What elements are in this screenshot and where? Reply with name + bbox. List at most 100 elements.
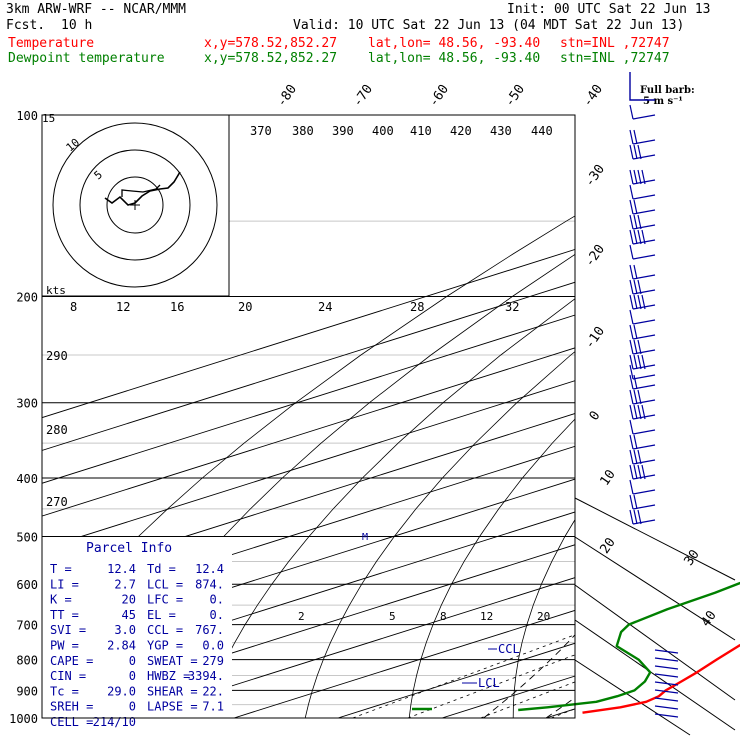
parcel-value: 767.: [195, 623, 224, 637]
dry-adiabat: [42, 215, 575, 645]
wind-barb-flag: [633, 434, 638, 450]
theta-label-left: 290: [46, 349, 68, 363]
wind-barb-flag: [629, 479, 634, 495]
isotherm-line: [129, 577, 575, 718]
wind-barb-flag: [641, 354, 646, 370]
hodograph-trace: [104, 171, 181, 206]
wind-barb-flag: [633, 229, 638, 245]
parcel-value: 3.0: [114, 623, 136, 637]
pressure-label-900: 900: [16, 684, 38, 698]
parcel-key: EL =: [147, 608, 176, 622]
mixing-ratio-label-mid: 20: [238, 300, 252, 314]
pressure-label-500: 500: [16, 530, 38, 544]
lower-right-grid-extension: [574, 497, 736, 736]
hodograph-ring-inner: [106, 176, 164, 234]
theta-label-top: 440: [531, 124, 553, 138]
parcel-key: T =: [50, 562, 72, 576]
isotherm-label: 40: [698, 608, 719, 629]
wind-barb-flag: [637, 144, 642, 160]
mixing-ratio-labels-low: 2 5 8 12 20: [298, 610, 550, 623]
parcel-value: 0: [129, 654, 136, 668]
parcel-key: Tc =: [50, 684, 79, 698]
wind-barb-flag: [633, 404, 638, 420]
isotherm-label: -70: [350, 82, 376, 110]
mixing-ratio-label-low: 5: [389, 610, 396, 623]
parcel-value: 2.84: [107, 639, 136, 653]
wind-barb-flag: [633, 389, 638, 405]
parcel-value: 45: [122, 608, 136, 622]
wind-barb-flag: [629, 144, 634, 160]
wind-barb-flag: [629, 294, 634, 310]
parcel-info-background: [42, 537, 232, 718]
wind-barb-flag: [637, 509, 642, 525]
wind-barb-flag: [629, 279, 634, 295]
parcel-value: 2.7: [114, 577, 136, 591]
hodograph-units: kts: [46, 284, 66, 297]
mixing-ratio-grid: [352, 322, 740, 719]
dry-adiabat: [714, 115, 740, 718]
wind-barb-shaft-low: [654, 673, 679, 678]
mixing-ratio-label-mid: 12: [116, 300, 130, 314]
wind-barb-flag: [629, 169, 634, 185]
parcel-value: 279: [202, 654, 224, 668]
ccl-annotation: CCL: [498, 642, 520, 656]
wind-barb-flag: [633, 509, 638, 525]
isotherm-label: -80: [274, 82, 300, 110]
wind-barb-flag: [637, 294, 642, 310]
wind-barb-flag: [629, 449, 634, 465]
parcel-key: LI =: [50, 577, 79, 591]
mixing-ratio-line: [662, 322, 740, 719]
dry-adiabat: [408, 418, 575, 718]
wind-barb-flag: [629, 229, 634, 245]
mixing-ratio-label-low: 2: [298, 610, 305, 623]
parcel-info-title: Parcel Info: [86, 541, 172, 556]
wind-barb-flag: [641, 404, 646, 420]
wind-barb-flag: [629, 339, 634, 355]
parcel-key: SHEAR =: [147, 684, 198, 698]
parcel-key: SWEAT =: [147, 654, 198, 668]
dewpoint-legend-label: Dewpoint temperature: [8, 51, 165, 66]
wind-barb-flag: [629, 434, 634, 450]
pressure-label-400: 400: [16, 472, 38, 486]
temperature-profile-line: [582, 643, 740, 714]
parcel-key: LFC =: [147, 593, 183, 607]
dewpoint-xy: x,y=578.52,852.27: [204, 51, 338, 66]
theta-label-top: 390: [332, 124, 354, 138]
isotherm-label: 0: [587, 408, 604, 423]
parcel-key: PW =: [50, 639, 79, 653]
wind-barb-shaft-low: [654, 705, 679, 710]
init-time: Init: 00 UTC Sat 22 Jun 13: [507, 2, 711, 17]
pressure-labels: 100 200 300 400 500 600 700 800 900 1000: [9, 109, 38, 726]
moist-adiabat: [608, 297, 740, 719]
parcel-key: LAPSE =: [147, 700, 198, 714]
theta-labels-left: 290 280 270: [46, 349, 68, 509]
wind-barb-flag: [629, 494, 634, 510]
mixing-ratio-line: [480, 681, 575, 718]
wind-barb-flag: [633, 354, 638, 370]
forecast-label: Fcst.: [6, 18, 46, 33]
wind-barb-shaft: [632, 429, 656, 435]
full-barb-label: Full barb:: [640, 85, 695, 96]
wind-barb-flag: [633, 199, 638, 215]
wind-barb-flag: [629, 309, 634, 325]
parcel-value: 22.: [202, 684, 224, 698]
parcel-key: SREH =: [50, 700, 93, 714]
valid-time: Valid: 10 UTC Sat 22 Jun 13 (04 MDT Sat …: [293, 18, 685, 33]
wind-barb-flag: [633, 264, 638, 280]
isotherm-line: [42, 380, 575, 550]
pressure-label-300: 300: [16, 397, 38, 411]
moist-adiabat-grid: [483, 297, 740, 719]
mixing-ratio-line: [551, 708, 575, 718]
full-barb-sample: [629, 72, 655, 101]
isotherm-line: [42, 248, 575, 419]
isotherm-label: 10: [597, 467, 618, 488]
wind-barb-flag: [629, 364, 634, 380]
wind-barb-flag: [629, 324, 634, 340]
wind-barb-flag: [629, 509, 634, 525]
parcel-key: TT =: [50, 608, 79, 622]
isotherm-line: [337, 642, 575, 718]
moist-adiabat: [692, 297, 740, 719]
dewpoint-profile-line: [518, 581, 740, 712]
wind-barb-shaft-low: [654, 681, 679, 686]
